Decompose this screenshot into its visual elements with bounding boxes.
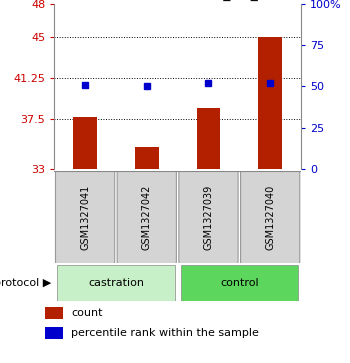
- Bar: [258, 37, 282, 169]
- Bar: [197, 108, 220, 169]
- Text: percentile rank within the sample: percentile rank within the sample: [71, 328, 259, 338]
- Text: GSM1327042: GSM1327042: [142, 184, 152, 250]
- Text: GSM1327039: GSM1327039: [203, 184, 214, 249]
- Bar: [45, 307, 63, 319]
- Text: GSM1327041: GSM1327041: [80, 184, 90, 249]
- Text: control: control: [220, 278, 259, 288]
- Bar: [181, 265, 298, 301]
- Bar: [45, 327, 63, 339]
- Text: castration: castration: [88, 278, 144, 288]
- Text: GSM1327040: GSM1327040: [265, 184, 275, 249]
- Bar: [57, 265, 175, 301]
- Text: count: count: [71, 308, 103, 318]
- FancyBboxPatch shape: [240, 170, 300, 264]
- FancyBboxPatch shape: [179, 170, 238, 264]
- Title: GDS5301 / 1450628_PM_at: GDS5301 / 1450628_PM_at: [83, 0, 272, 1]
- FancyBboxPatch shape: [56, 170, 115, 264]
- Bar: [74, 117, 97, 169]
- Bar: [135, 147, 159, 169]
- FancyBboxPatch shape: [117, 170, 176, 264]
- Text: protocol ▶: protocol ▶: [0, 278, 51, 288]
